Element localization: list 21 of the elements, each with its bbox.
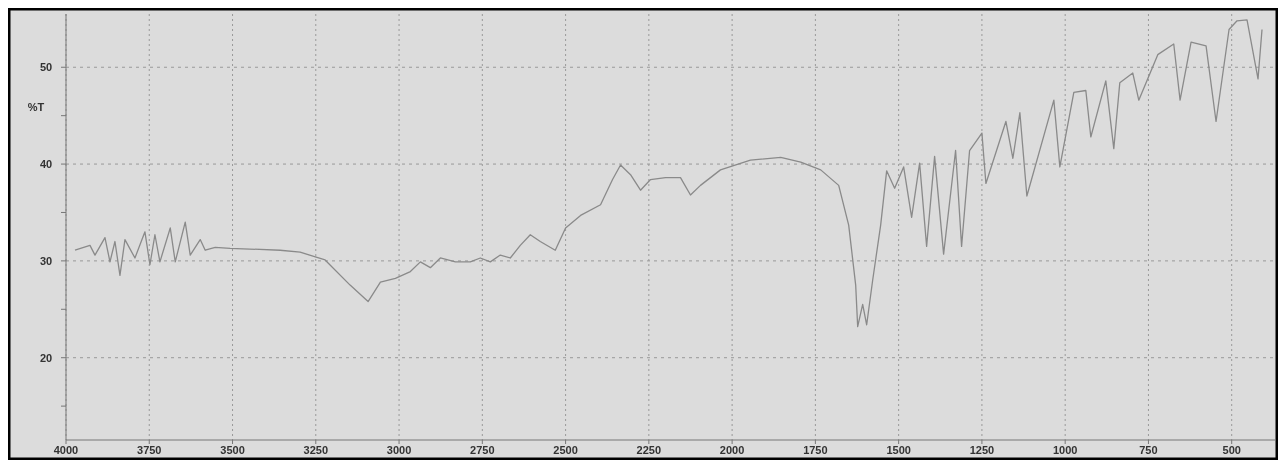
y-tick-label: 20: [39, 351, 53, 364]
x-tick-label: 3750: [137, 444, 162, 456]
x-tick-label: 1000: [1052, 444, 1078, 456]
line-series: [74, 19, 1263, 328]
x-tick-label: 750: [1139, 444, 1158, 456]
x-tick-label: 2000: [719, 444, 745, 456]
x-tick-label: 2250: [636, 444, 662, 456]
y-tick-label: 30: [39, 254, 53, 267]
x-tick-label: 500: [1222, 444, 1241, 456]
x-tick-label: 3250: [303, 444, 329, 456]
x-tick-label: 1750: [803, 444, 828, 456]
x-tick-label: 1250: [969, 444, 995, 456]
y-tick-label: 40: [39, 157, 53, 170]
x-tick-label: 3000: [386, 444, 412, 456]
x-tick-label: 4000: [53, 444, 79, 456]
x-tick-label: 2750: [470, 444, 495, 456]
x-tick-label: 3500: [220, 444, 245, 456]
y-axis-title: %T: [27, 100, 45, 113]
y-tick-label: 50: [39, 61, 53, 74]
x-tick-label: 2500: [553, 444, 578, 456]
x-tick-label: 1500: [886, 444, 911, 456]
